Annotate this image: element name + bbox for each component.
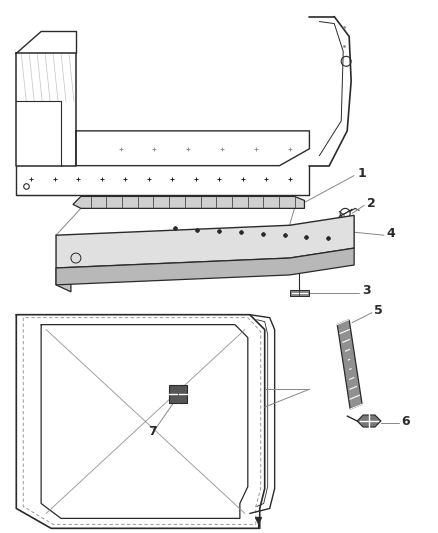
Text: 3: 3: [362, 284, 371, 297]
Text: 7: 7: [148, 425, 157, 439]
Polygon shape: [357, 415, 381, 427]
Text: 5: 5: [374, 304, 383, 317]
Text: 2: 2: [367, 197, 376, 210]
Polygon shape: [73, 197, 304, 208]
Polygon shape: [56, 215, 354, 268]
Polygon shape: [56, 268, 71, 292]
Text: 6: 6: [401, 415, 410, 427]
Text: 1: 1: [357, 167, 366, 180]
Polygon shape: [337, 320, 362, 409]
Polygon shape: [170, 385, 187, 403]
Text: 4: 4: [387, 227, 396, 240]
Polygon shape: [56, 248, 354, 285]
Polygon shape: [290, 290, 309, 296]
